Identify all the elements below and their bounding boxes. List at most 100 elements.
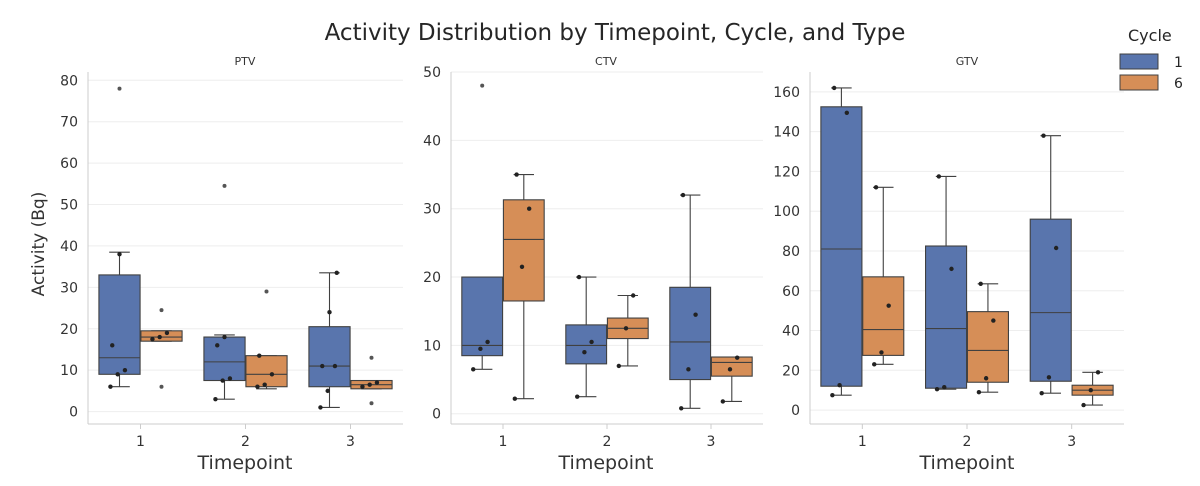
data-point-ptv-t3-c1-4 xyxy=(327,309,332,315)
x-tick-ptv-2: 2 xyxy=(241,434,250,450)
data-point-gtv-t1-c6-1 xyxy=(879,350,884,355)
data-point-ptv-t2-c6-2 xyxy=(269,372,275,377)
data-point-ctv-t2-c6-0 xyxy=(616,363,622,369)
box-ptv-t3-c6 xyxy=(350,355,393,406)
x-tick-ptv-3: 3 xyxy=(346,434,355,450)
data-point-ctv-t2-c6-2 xyxy=(630,293,636,298)
data-point-gtv-t3-c1-2 xyxy=(1053,245,1059,251)
iqr-box-ctv-t1-c1 xyxy=(461,276,504,357)
chart-title: Activity Distribution by Timepoint, Cycl… xyxy=(325,20,906,46)
y-tick-ctv-20: 20 xyxy=(423,270,441,286)
data-point-gtv-t1-c1-1 xyxy=(837,383,842,388)
y-tick-ctv-10: 10 xyxy=(423,338,441,354)
data-point-ctv-t2-c1-0 xyxy=(575,394,580,399)
y-tick-ctv-40: 40 xyxy=(423,133,441,149)
data-point-ctv-t1-c1-0 xyxy=(471,367,476,372)
iqr-box-ptv-t1-c1 xyxy=(98,274,141,375)
outlier-ptv-t1-c1-0 xyxy=(117,86,122,91)
y-tick-ctv-30: 30 xyxy=(423,202,441,218)
legend-title: Cycle xyxy=(1128,26,1172,45)
data-point-ptv-t1-c1-4 xyxy=(117,252,122,257)
data-point-ctv-t3-c6-0 xyxy=(720,399,726,404)
iqr-box-ptv-t2-c1 xyxy=(203,336,246,382)
data-point-gtv-t2-c1-1 xyxy=(942,385,947,390)
x-tick-gtv-2: 2 xyxy=(963,434,972,450)
y-tick-ptv-50: 50 xyxy=(60,198,78,214)
data-point-ctv-t1-c1-1 xyxy=(478,346,483,352)
y-tick-gtv-160: 160 xyxy=(773,85,800,101)
data-point-ptv-t2-c1-0 xyxy=(213,396,218,402)
data-point-ptv-t3-c6-1 xyxy=(367,382,372,387)
iqr-box-ctv-t2-c1 xyxy=(565,324,608,365)
data-point-ptv-t1-c1-1 xyxy=(115,372,120,377)
x-tick-ctv-2: 2 xyxy=(603,434,612,450)
y-tick-ctv-0: 0 xyxy=(432,407,441,423)
data-point-ctv-t2-c6-1 xyxy=(623,326,629,331)
data-point-gtv-t1-c6-2 xyxy=(886,303,891,308)
y-tick-gtv-20: 20 xyxy=(782,363,800,379)
y-tick-gtv-140: 140 xyxy=(773,125,800,141)
box-gtv-t1-c6 xyxy=(862,185,905,367)
data-point-ptv-t2-c6-1 xyxy=(262,382,267,387)
legend-label-cycle-1: 1 xyxy=(1174,55,1183,71)
data-point-ptv-t3-c1-5 xyxy=(334,270,339,276)
y-tick-gtv-40: 40 xyxy=(782,324,800,340)
box-ptv-t2-c6 xyxy=(245,289,288,390)
data-point-ptv-t3-c1-0 xyxy=(318,405,323,410)
y-tick-ptv-80: 80 xyxy=(60,73,78,89)
outlier-ptv-t2-c1-0 xyxy=(222,183,227,188)
y-axis-label: Activity (Bq) xyxy=(29,192,49,297)
data-point-gtv-t2-c6-0 xyxy=(976,389,982,395)
data-point-ptv-t2-c1-1 xyxy=(220,378,225,383)
data-point-gtv-t3-c1-0 xyxy=(1039,390,1044,396)
data-point-gtv-t3-c1-1 xyxy=(1046,375,1052,380)
x-axis-label-gtv: Timepoint xyxy=(919,452,1015,474)
data-point-gtv-t2-c6-2 xyxy=(991,318,996,323)
box-ctv-t2-c1 xyxy=(565,274,608,399)
x-tick-ctv-1: 1 xyxy=(499,434,508,450)
box-gtv-t2-c1 xyxy=(925,174,968,392)
legend-swatch-cycle-1 xyxy=(1119,53,1159,70)
box-gtv-t3-c1 xyxy=(1029,133,1072,396)
data-point-gtv-t1-c6-0 xyxy=(872,362,877,367)
x-axis-label-ptv: Timepoint xyxy=(197,452,293,474)
data-point-ptv-t1-c6-2 xyxy=(164,330,170,336)
data-point-gtv-t1-c1-3 xyxy=(831,85,837,91)
data-point-ptv-t1-c1-0 xyxy=(108,384,113,389)
x-axis-label-ctv: Timepoint xyxy=(558,452,654,474)
box-ptv-t2-c1 xyxy=(203,183,246,402)
iqr-box-gtv-t3-c1 xyxy=(1029,218,1072,382)
data-point-gtv-t3-c6-2 xyxy=(1095,370,1101,375)
data-point-ctv-t3-c6-2 xyxy=(734,355,740,360)
data-point-gtv-t3-c1-3 xyxy=(1041,133,1046,138)
iqr-box-ctv-t3-c6 xyxy=(710,356,753,377)
data-point-ctv-t1-c6-2 xyxy=(526,206,532,211)
data-point-ptv-t2-c6-0 xyxy=(255,384,260,389)
data-point-ptv-t3-c1-3 xyxy=(320,363,325,369)
data-point-ptv-t1-c6-0 xyxy=(150,336,155,342)
data-point-ctv-t3-c1-3 xyxy=(680,192,686,198)
data-point-ctv-t3-c1-0 xyxy=(679,406,684,411)
iqr-box-gtv-t2-c1 xyxy=(925,245,968,389)
data-point-ctv-t1-c1-2 xyxy=(485,339,490,345)
panel-gtv: GTV Timepoint 0 20 40 60 80 100 120 140 160 1 2 3 xyxy=(773,55,1124,474)
data-point-gtv-t2-c1-3 xyxy=(936,174,942,179)
data-point-ptv-t1-c1-3 xyxy=(110,343,115,348)
y-tick-ctv-50: 50 xyxy=(423,65,441,81)
y-tick-gtv-60: 60 xyxy=(782,284,800,300)
data-point-ptv-t3-c6-2 xyxy=(374,380,380,385)
box-ctv-t1-c6 xyxy=(502,172,545,401)
y-tick-gtv-0: 0 xyxy=(791,403,800,419)
x-tick-gtv-1: 1 xyxy=(858,434,867,450)
outlier-ptv-t2-c6-0 xyxy=(264,289,269,294)
data-point-ctv-t3-c1-1 xyxy=(686,367,691,372)
iqr-box-ctv-t3-c1 xyxy=(669,286,712,381)
data-point-gtv-t3-c6-0 xyxy=(1081,402,1086,408)
data-point-ctv-t2-c1-1 xyxy=(582,350,587,355)
data-point-ctv-t1-c6-0 xyxy=(512,396,518,401)
panel-ptv: PTV Timepoint 0 10 20 30 40 50 60 70 80 1 2 3 xyxy=(60,55,403,474)
data-point-ptv-t3-c1-1 xyxy=(325,388,330,394)
iqr-box-ptv-t2-c6 xyxy=(245,355,288,388)
box-ptv-t1-c1 xyxy=(98,86,141,389)
